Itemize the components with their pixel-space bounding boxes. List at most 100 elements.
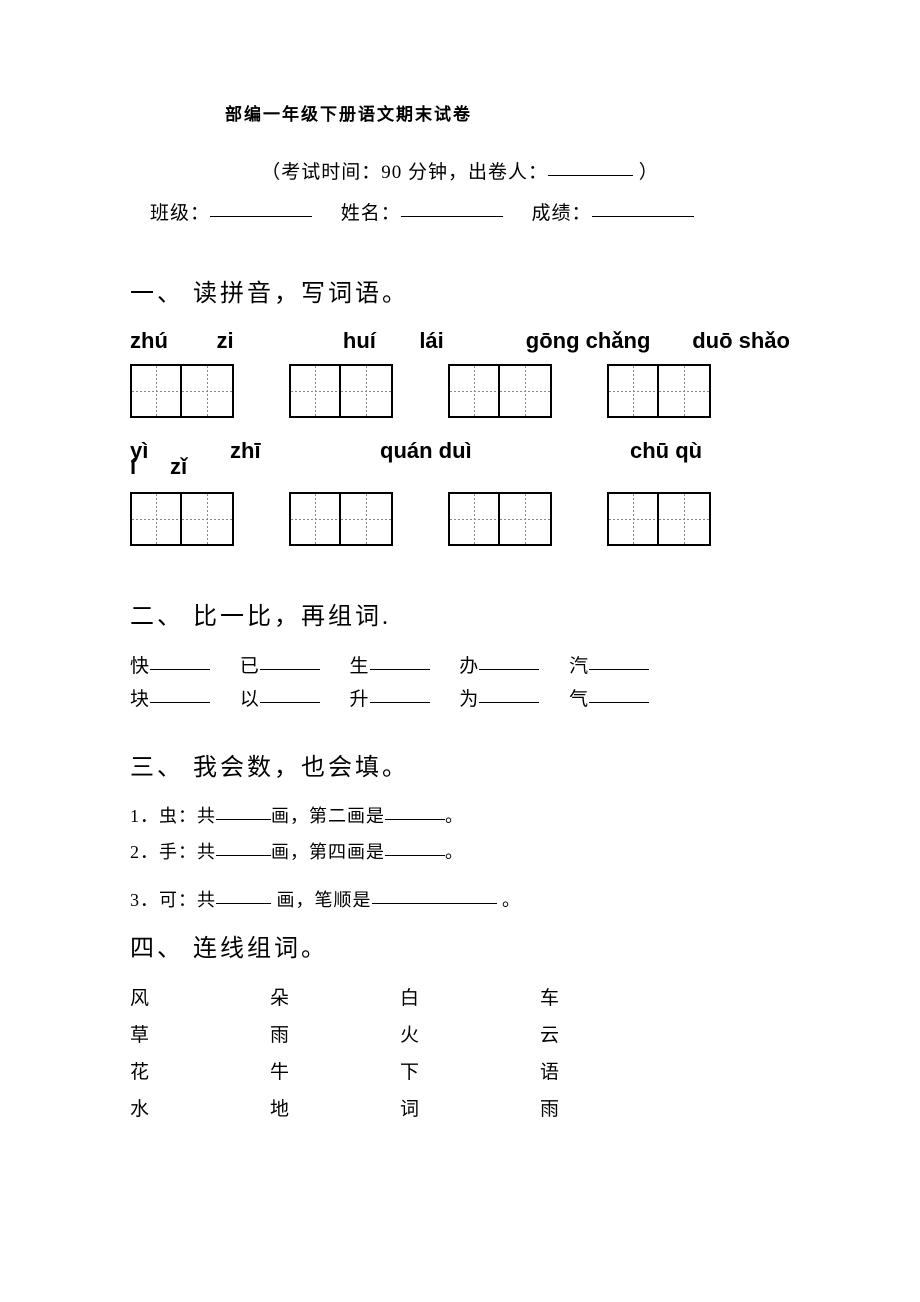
char: 办 xyxy=(459,656,479,677)
word-blank[interactable] xyxy=(479,702,539,703)
link-char: 下 xyxy=(400,1057,540,1084)
word-blank[interactable] xyxy=(150,702,210,703)
link-char: 牛 xyxy=(270,1057,400,1084)
pinyin-text: huí xyxy=(343,328,403,354)
link-char: 雨 xyxy=(540,1094,560,1121)
link-char: 白 xyxy=(400,983,540,1010)
link-char: 朵 xyxy=(270,983,400,1010)
writing-box[interactable] xyxy=(289,364,393,418)
score-label: 成绩： xyxy=(532,203,592,224)
link-char: 草 xyxy=(130,1020,270,1047)
char: 快 xyxy=(130,656,150,677)
q3-pre: 3．可：共 xyxy=(130,890,216,910)
link-row: 水 地 词 雨 xyxy=(130,1094,790,1121)
link-char: 语 xyxy=(540,1057,560,1084)
writing-box[interactable] xyxy=(130,364,234,418)
writing-box[interactable] xyxy=(289,492,393,546)
count-q2: 2．手：共 画，第四画是 。 xyxy=(130,838,790,864)
writing-box[interactable] xyxy=(448,492,552,546)
count-q3: 3．可：共 画，笔顺是 。 xyxy=(130,886,790,912)
pinyin-text: lái xyxy=(419,328,509,354)
q1-post: 。 xyxy=(445,806,464,826)
link-char: 风 xyxy=(130,983,270,1010)
word-blank[interactable] xyxy=(260,702,320,703)
pinyin-text: zi xyxy=(216,328,326,354)
count-blank[interactable] xyxy=(216,903,271,904)
pinyin-row-2: yì zhī quán duì chū qù í zǐ xyxy=(130,438,790,464)
writing-box[interactable] xyxy=(130,492,234,546)
name-blank[interactable] xyxy=(401,216,503,217)
compare-line-1: 快 已 生 办 汽 xyxy=(130,651,790,678)
word-blank[interactable] xyxy=(589,702,649,703)
pinyin-text: zhú xyxy=(130,328,200,354)
link-char: 云 xyxy=(540,1020,560,1047)
char: 气 xyxy=(569,689,589,710)
link-char: 词 xyxy=(400,1094,540,1121)
word-blank[interactable] xyxy=(479,669,539,670)
word-blank[interactable] xyxy=(370,702,430,703)
section-4-heading: 四、 连线组词。 xyxy=(130,928,790,963)
char: 已 xyxy=(240,656,260,677)
stroke-blank[interactable] xyxy=(385,819,445,820)
count-q1: 1．虫：共 画，第二画是 。 xyxy=(130,802,790,828)
link-grid: 风 朵 白 车 草 雨 火 云 花 牛 下 语 水 地 词 雨 xyxy=(130,983,790,1121)
q3-mid: 画，笔顺是 xyxy=(271,890,372,910)
q1-pre: 1．虫：共 xyxy=(130,806,216,826)
link-char: 车 xyxy=(540,983,560,1010)
exam-info-post: ） xyxy=(633,162,659,183)
link-row: 花 牛 下 语 xyxy=(130,1057,790,1084)
writing-box-row-1 xyxy=(130,364,790,418)
writing-box[interactable] xyxy=(607,364,711,418)
exam-info-pre: （考试时间：90 分钟，出卷人： xyxy=(261,162,548,183)
link-row: 风 朵 白 车 xyxy=(130,983,790,1010)
link-row: 草 雨 火 云 xyxy=(130,1020,790,1047)
char: 以 xyxy=(240,689,260,710)
name-label: 姓名： xyxy=(341,203,401,224)
pinyin-text: gōng chǎng xyxy=(526,328,676,354)
pinyin-text: quán duì xyxy=(380,438,630,464)
q1-mid: 画，第二画是 xyxy=(271,806,385,826)
q2-pre: 2．手：共 xyxy=(130,842,216,862)
link-char: 雨 xyxy=(270,1020,400,1047)
char: 为 xyxy=(459,689,479,710)
link-char: 地 xyxy=(270,1094,400,1121)
class-label: 班级： xyxy=(150,203,210,224)
stroke-blank[interactable] xyxy=(385,855,445,856)
exam-page: 部编一年级下册语文期末试卷 （考试时间：90 分钟，出卷人： ） 班级： 姓名：… xyxy=(0,0,920,1302)
word-blank[interactable] xyxy=(370,669,430,670)
section-1-heading: 一、 读拼音，写词语。 xyxy=(130,273,790,308)
exam-title: 部编一年级下册语文期末试卷 xyxy=(225,100,790,125)
exam-info-line: （考试时间：90 分钟，出卷人： ） xyxy=(130,157,790,184)
section-3-heading: 三、 我会数，也会填。 xyxy=(130,747,790,782)
char: 块 xyxy=(130,689,150,710)
link-char: 花 xyxy=(130,1057,270,1084)
q2-post: 。 xyxy=(445,842,464,862)
student-info-line: 班级： 姓名： 成绩： xyxy=(150,198,790,225)
count-blank[interactable] xyxy=(216,819,271,820)
order-blank[interactable] xyxy=(372,903,497,904)
writing-box-row-2 xyxy=(130,492,790,546)
char: 升 xyxy=(350,689,370,710)
link-char: 水 xyxy=(130,1094,270,1121)
writing-box[interactable] xyxy=(607,492,711,546)
examiner-blank[interactable] xyxy=(548,175,633,176)
pinyin-text: zǐ xyxy=(170,454,187,480)
section-2-heading: 二、 比一比，再组词. xyxy=(130,596,790,631)
pinyin-text: duō shǎo xyxy=(692,328,790,354)
pinyin-text: í xyxy=(130,454,136,480)
word-blank[interactable] xyxy=(260,669,320,670)
q3-post: 。 xyxy=(497,890,522,910)
compare-line-2: 块 以 升 为 气 xyxy=(130,684,790,711)
pinyin-row-1: zhú zi huí lái gōng chǎng duō shǎo xyxy=(130,328,790,354)
score-blank[interactable] xyxy=(592,216,694,217)
q2-mid: 画，第四画是 xyxy=(271,842,385,862)
pinyin-text: zhī xyxy=(230,438,380,464)
link-char: 火 xyxy=(400,1020,540,1047)
word-blank[interactable] xyxy=(589,669,649,670)
class-blank[interactable] xyxy=(210,216,312,217)
writing-box[interactable] xyxy=(448,364,552,418)
word-blank[interactable] xyxy=(150,669,210,670)
count-blank[interactable] xyxy=(216,855,271,856)
pinyin-text: chū qù xyxy=(630,438,702,464)
char: 生 xyxy=(350,656,370,677)
